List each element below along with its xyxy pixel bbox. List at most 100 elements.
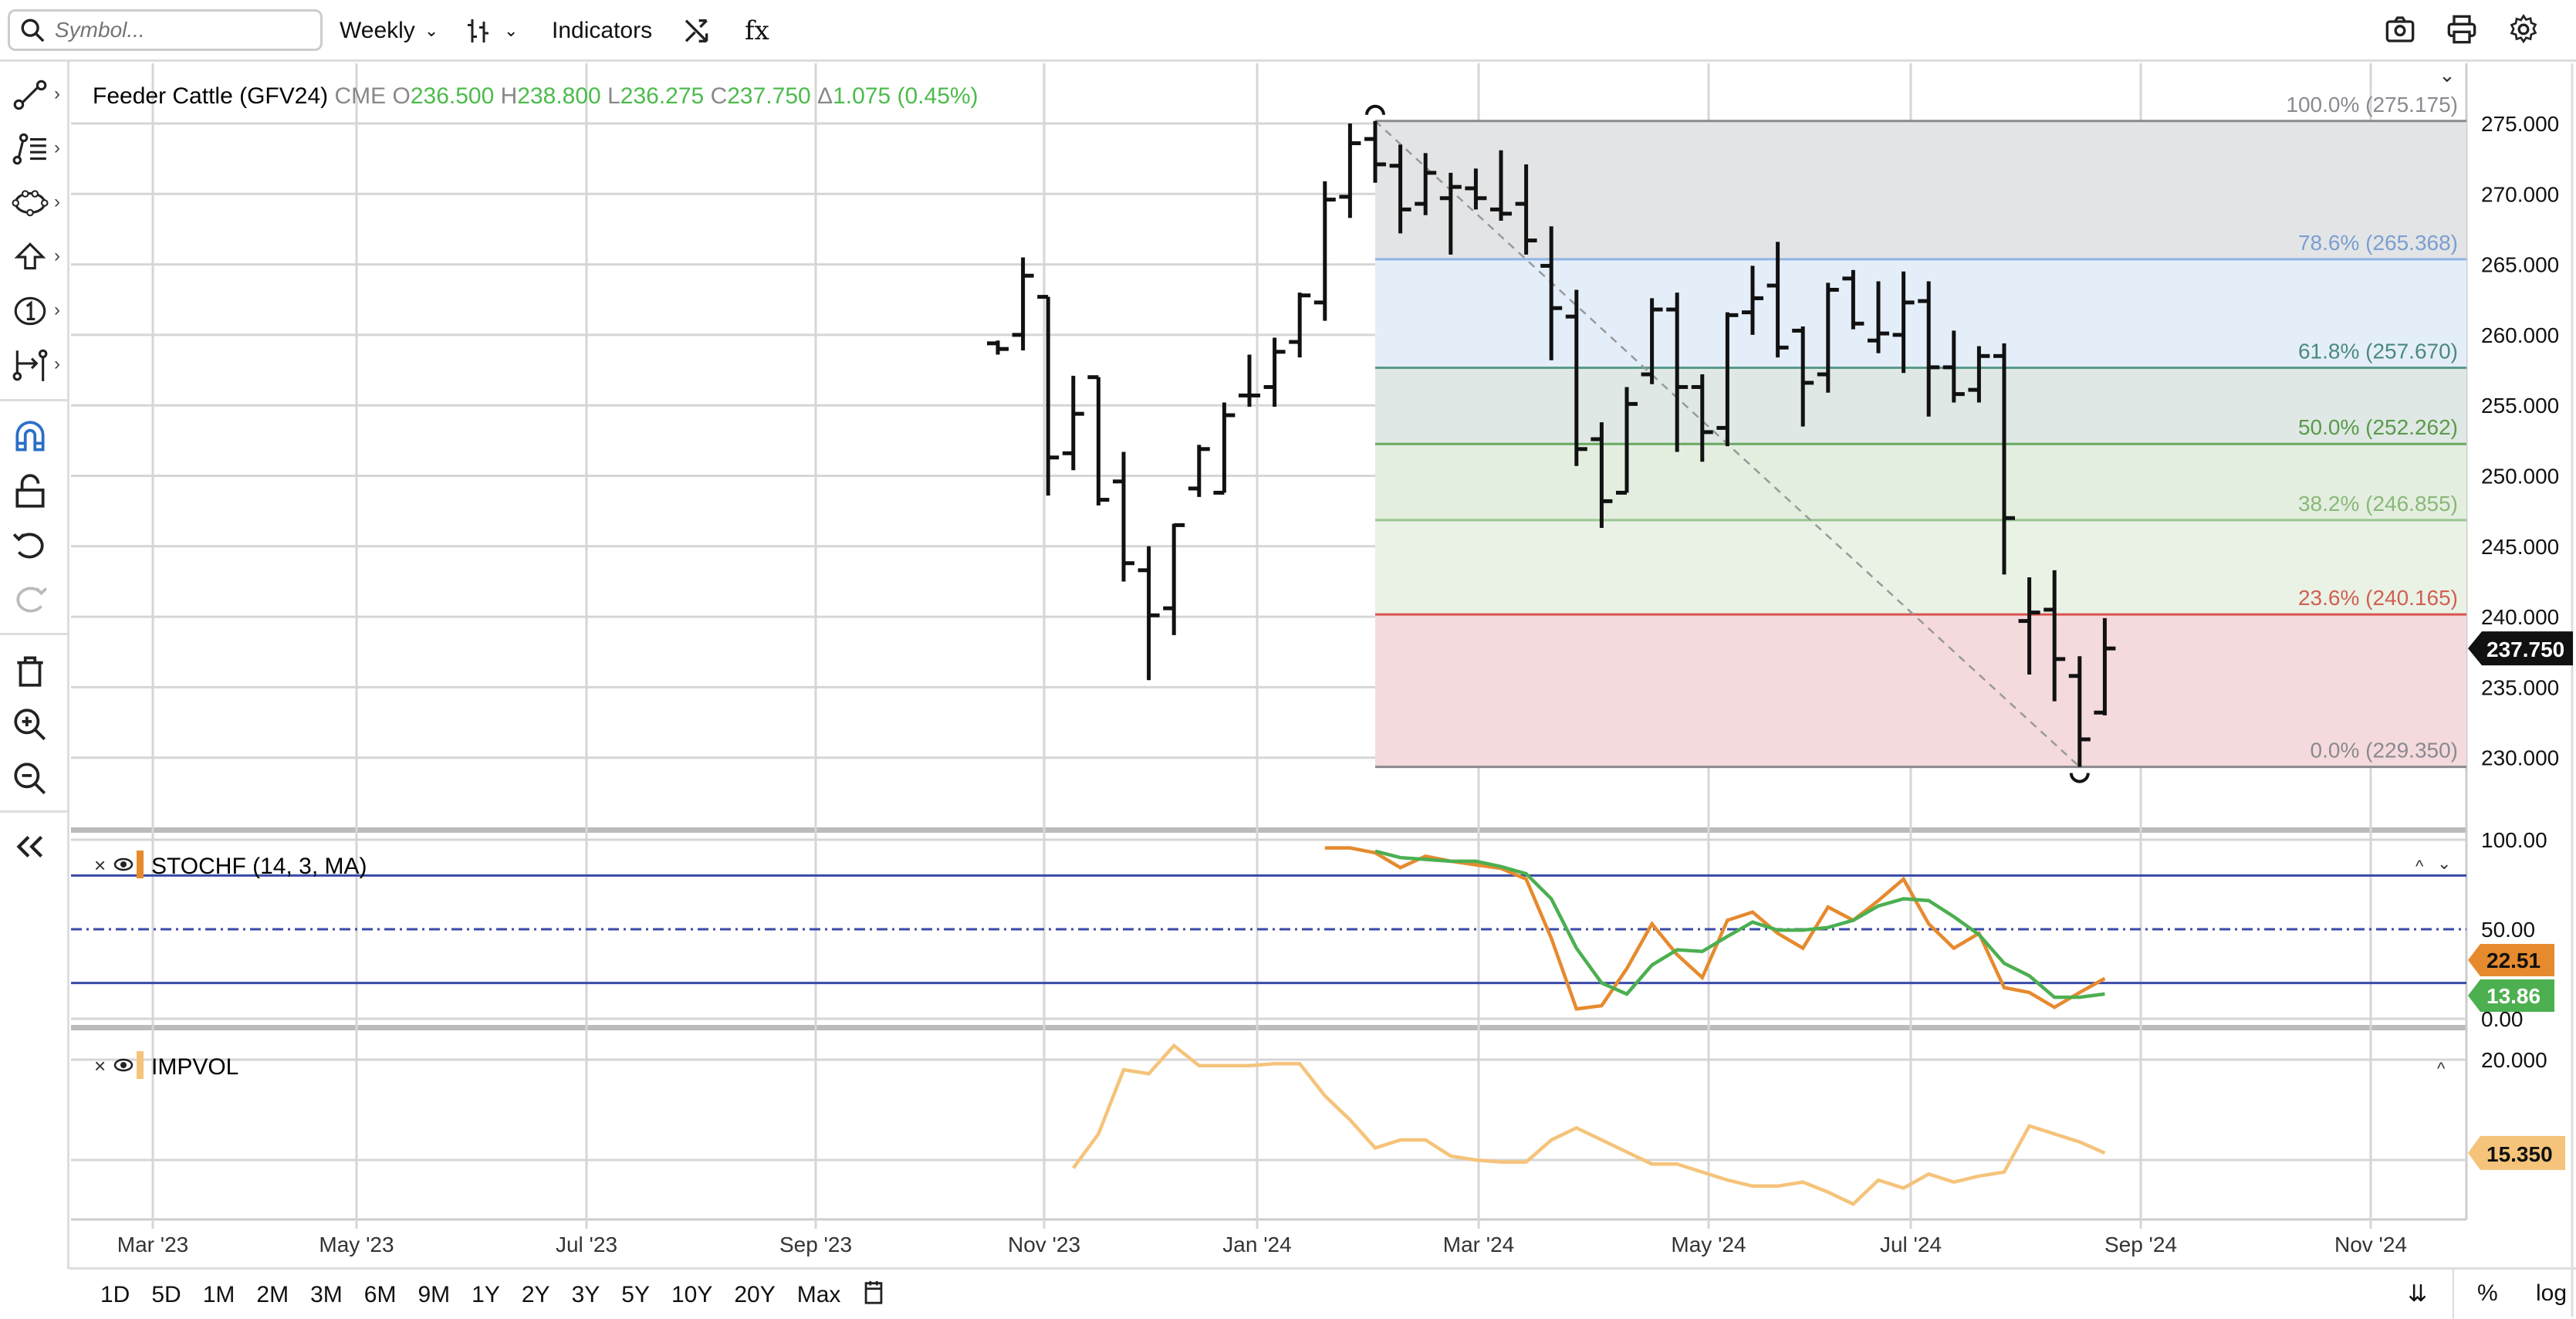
fib-anchor-handle bbox=[1367, 107, 1384, 115]
range-button-2m[interactable]: 2M bbox=[256, 1282, 289, 1308]
divider bbox=[2453, 1270, 2454, 1319]
series-color-swatch bbox=[137, 1051, 144, 1079]
ohlc-bar bbox=[1440, 173, 1462, 255]
lock-toggle[interactable] bbox=[11, 472, 49, 511]
zoom-in-icon bbox=[11, 705, 49, 744]
indicators-label: Indicators bbox=[552, 18, 652, 44]
range-button-9m[interactable]: 9M bbox=[418, 1282, 450, 1308]
measure-range-icon bbox=[11, 346, 49, 384]
fx-button[interactable]: fx bbox=[745, 14, 769, 48]
chevron-right-icon[interactable]: › bbox=[54, 191, 60, 213]
undo-icon bbox=[11, 526, 49, 565]
symbol-search[interactable] bbox=[8, 9, 323, 51]
log-scale-button[interactable]: log bbox=[2536, 1280, 2567, 1307]
snapshot-button[interactable] bbox=[2385, 14, 2419, 48]
range-button-1y[interactable]: 1Y bbox=[472, 1282, 500, 1308]
calendar-icon[interactable] bbox=[862, 1279, 885, 1311]
ohlc-bar bbox=[1591, 422, 1612, 528]
chevron-right-icon[interactable]: › bbox=[54, 137, 60, 159]
gridlines bbox=[71, 63, 2572, 1317]
last-price-tag bbox=[2468, 631, 2573, 665]
ohlc-bar bbox=[1767, 242, 1789, 357]
pane-separator bbox=[71, 827, 2466, 833]
time-axis-label: Nov '23 bbox=[1008, 1233, 1080, 1256]
settings-button[interactable] bbox=[2508, 14, 2542, 48]
gear-icon bbox=[2508, 14, 2539, 45]
indicators-button[interactable]: Indicators bbox=[552, 14, 652, 48]
compare-shuffle-button[interactable] bbox=[682, 14, 716, 48]
move-pane-up-icon[interactable]: ^ bbox=[2437, 1059, 2446, 1078]
chevron-right-icon[interactable]: › bbox=[54, 299, 60, 321]
zoom-out-button[interactable] bbox=[11, 759, 49, 798]
shape-tool[interactable] bbox=[11, 184, 49, 222]
ohlc-bar bbox=[1213, 403, 1235, 493]
range-selector: 1D 5D 1M 2M 3M 6M 9M 1Y 2Y 3Y 5Y 10Y 20Y Max bbox=[100, 1279, 885, 1311]
impvol-axis-label: 20.000 bbox=[2481, 1048, 2547, 1072]
drawing-toolbar: › › › › › › bbox=[0, 62, 69, 1269]
time-axis-label: Jul '24 bbox=[1880, 1233, 1942, 1256]
ohlc-bar bbox=[1087, 377, 1109, 506]
percent-scale-button[interactable]: % bbox=[2477, 1280, 2498, 1307]
zoom-out-icon bbox=[11, 759, 49, 798]
remove-indicator-icon[interactable]: × bbox=[94, 1054, 106, 1077]
fibonacci-tool[interactable] bbox=[11, 130, 49, 168]
stoch-label: STOCHF (14, 3, MA) bbox=[151, 854, 367, 879]
time-axis-label: Sep '24 bbox=[2104, 1233, 2177, 1256]
undo-button[interactable] bbox=[11, 526, 49, 565]
symbol-input[interactable] bbox=[53, 17, 311, 43]
low-value: 236.275 bbox=[620, 83, 704, 109]
print-button[interactable] bbox=[2446, 14, 2480, 48]
chevron-right-icon[interactable]: › bbox=[54, 83, 60, 105]
fx-label: fx bbox=[745, 15, 769, 46]
close-value: 237.750 bbox=[727, 83, 810, 109]
ohlc-bar bbox=[1415, 153, 1436, 215]
arrow-tool[interactable] bbox=[11, 238, 49, 276]
chevron-right-icon[interactable]: › bbox=[54, 353, 60, 375]
ohlc-bar bbox=[2019, 577, 2040, 675]
range-button-6m[interactable]: 6M bbox=[364, 1282, 397, 1308]
zoom-in-button[interactable] bbox=[11, 705, 49, 744]
range-button-3y[interactable]: 3Y bbox=[572, 1282, 600, 1308]
range-button-20y[interactable]: 20Y bbox=[734, 1282, 775, 1308]
pane-separator bbox=[71, 1025, 2466, 1030]
range-button-3m[interactable]: 3M bbox=[310, 1282, 343, 1308]
magnet-toggle[interactable] bbox=[11, 418, 49, 456]
interval-dropdown[interactable]: Weekly ⌄ bbox=[340, 14, 438, 48]
time-axis-label: Nov '24 bbox=[2334, 1233, 2407, 1256]
fibonacci-retracement[interactable]: 100.0% (275.175)78.6% (265.368)61.8% (25… bbox=[1367, 93, 2466, 782]
range-button-max[interactable]: Max bbox=[797, 1282, 841, 1308]
high-value: 238.800 bbox=[517, 83, 600, 109]
chevron-down-icon: ⌄ bbox=[424, 21, 438, 41]
time-axis-label: Jul '23 bbox=[556, 1233, 617, 1256]
range-button-1d[interactable]: 1D bbox=[100, 1282, 130, 1308]
delete-drawings-button[interactable] bbox=[11, 651, 49, 690]
move-pane-down-icon[interactable]: ⌄ bbox=[2437, 854, 2451, 873]
range-button-2y[interactable]: 2Y bbox=[522, 1282, 550, 1308]
range-button-5d[interactable]: 5D bbox=[151, 1282, 181, 1308]
visibility-eye-icon[interactable] bbox=[115, 859, 132, 870]
price-axis-label: 275.000 bbox=[2481, 112, 2559, 136]
search-icon bbox=[19, 17, 46, 43]
redo-button[interactable] bbox=[11, 580, 49, 619]
chevron-right-icon[interactable]: › bbox=[54, 245, 60, 267]
range-button-10y[interactable]: 10Y bbox=[671, 1282, 712, 1308]
annotation-tool[interactable] bbox=[11, 292, 49, 330]
ohlc-bar bbox=[1239, 354, 1260, 407]
visibility-eye-icon[interactable] bbox=[115, 1060, 132, 1070]
impvol-pane bbox=[71, 1046, 2466, 1205]
move-pane-up-icon[interactable]: ^ bbox=[2415, 857, 2424, 876]
range-button-5y[interactable]: 5Y bbox=[621, 1282, 650, 1308]
measure-tool[interactable] bbox=[11, 346, 49, 384]
collapse-pane-chevron-icon[interactable]: ⌄ bbox=[2439, 63, 2456, 86]
collapse-toolbar-button[interactable] bbox=[11, 827, 49, 866]
trendline-tool[interactable] bbox=[11, 76, 49, 114]
ohlc-bar bbox=[1188, 445, 1210, 497]
time-axis-label: Mar '23 bbox=[117, 1233, 189, 1256]
bottom-bar: 1D 5D 1M 2M 3M 6M 9M 1Y 2Y 3Y 5Y 10Y 20Y Max ⇊ % log bbox=[69, 1267, 2576, 1317]
scroll-to-end-button[interactable]: ⇊ bbox=[2408, 1280, 2427, 1307]
chart-type-dropdown[interactable]: ⌄ bbox=[465, 14, 518, 48]
remove-indicator-icon[interactable]: × bbox=[94, 854, 106, 877]
ohlc-bar bbox=[987, 340, 1009, 354]
range-button-1m[interactable]: 1M bbox=[203, 1282, 235, 1308]
